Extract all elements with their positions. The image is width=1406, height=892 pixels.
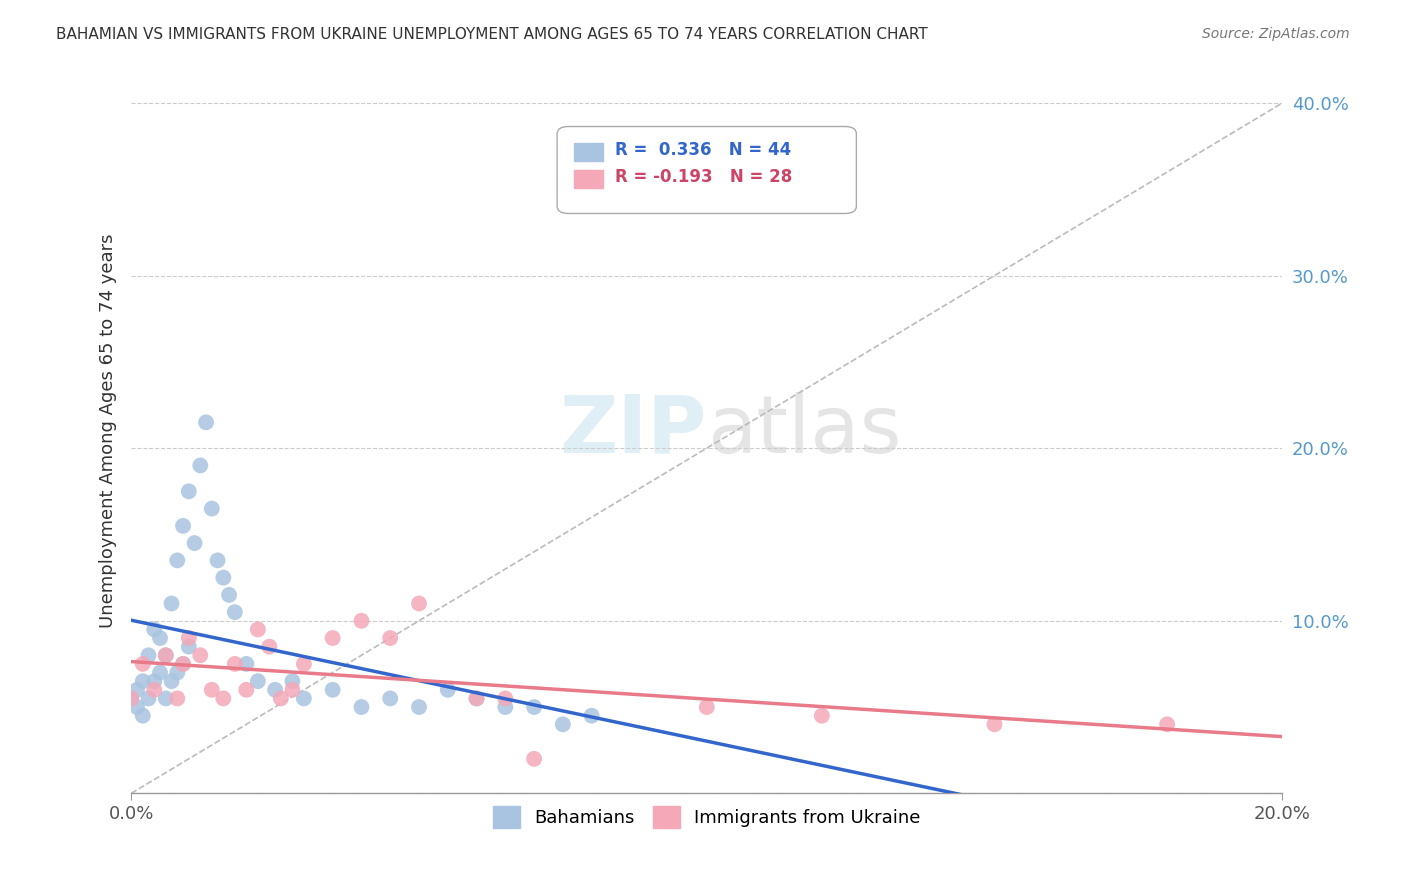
Point bbox=[246, 674, 269, 689]
Text: R = -0.193   N = 28: R = -0.193 N = 28 bbox=[614, 169, 792, 186]
Point bbox=[380, 631, 402, 645]
FancyBboxPatch shape bbox=[557, 127, 856, 213]
Point bbox=[494, 691, 516, 706]
Point bbox=[523, 752, 546, 766]
Text: ZIP: ZIP bbox=[560, 392, 707, 470]
Point bbox=[259, 640, 281, 654]
Point bbox=[201, 501, 224, 516]
Legend: Bahamians, Immigrants from Ukraine: Bahamians, Immigrants from Ukraine bbox=[485, 798, 928, 835]
Point bbox=[281, 682, 304, 697]
Bar bbox=[575, 170, 603, 188]
Point bbox=[523, 700, 546, 714]
Point bbox=[292, 691, 315, 706]
Point bbox=[166, 553, 188, 567]
Point bbox=[235, 657, 257, 671]
Point bbox=[138, 691, 160, 706]
Point bbox=[160, 674, 183, 689]
Point bbox=[212, 571, 235, 585]
Text: atlas: atlas bbox=[707, 392, 901, 470]
Point bbox=[160, 597, 183, 611]
Point bbox=[195, 415, 218, 429]
Point bbox=[155, 648, 177, 663]
Point bbox=[188, 648, 211, 663]
Point bbox=[132, 674, 155, 689]
Point bbox=[212, 691, 235, 706]
Point bbox=[322, 631, 344, 645]
Point bbox=[188, 458, 211, 473]
Point bbox=[1156, 717, 1178, 731]
Point bbox=[132, 708, 155, 723]
Text: R =  0.336   N = 44: R = 0.336 N = 44 bbox=[614, 141, 792, 159]
Point bbox=[264, 682, 287, 697]
Point bbox=[132, 657, 155, 671]
Point bbox=[149, 665, 172, 680]
Point bbox=[696, 700, 718, 714]
Point bbox=[983, 717, 1005, 731]
Point bbox=[143, 674, 166, 689]
Point bbox=[224, 605, 246, 619]
Point bbox=[143, 682, 166, 697]
Point bbox=[125, 700, 148, 714]
Text: Source: ZipAtlas.com: Source: ZipAtlas.com bbox=[1202, 27, 1350, 41]
Point bbox=[155, 691, 177, 706]
Point bbox=[138, 648, 160, 663]
Point bbox=[143, 623, 166, 637]
Point bbox=[281, 674, 304, 689]
Point bbox=[292, 657, 315, 671]
Point bbox=[224, 657, 246, 671]
Point bbox=[155, 648, 177, 663]
Point bbox=[172, 519, 194, 533]
Point bbox=[120, 691, 142, 706]
Point bbox=[125, 682, 148, 697]
Point bbox=[811, 708, 834, 723]
Text: BAHAMIAN VS IMMIGRANTS FROM UKRAINE UNEMPLOYMENT AMONG AGES 65 TO 74 YEARS CORRE: BAHAMIAN VS IMMIGRANTS FROM UKRAINE UNEM… bbox=[56, 27, 928, 42]
Point bbox=[172, 657, 194, 671]
Point bbox=[408, 700, 430, 714]
Point bbox=[246, 623, 269, 637]
Point bbox=[494, 700, 516, 714]
Point bbox=[380, 691, 402, 706]
Point bbox=[207, 553, 229, 567]
Point bbox=[270, 691, 292, 706]
Point bbox=[581, 708, 603, 723]
Point bbox=[120, 691, 142, 706]
Point bbox=[465, 691, 488, 706]
Point bbox=[177, 484, 200, 499]
Point bbox=[350, 614, 373, 628]
Point bbox=[177, 631, 200, 645]
Point bbox=[166, 665, 188, 680]
Point bbox=[177, 640, 200, 654]
Point bbox=[166, 691, 188, 706]
Point bbox=[465, 691, 488, 706]
Point bbox=[436, 682, 458, 697]
Point bbox=[149, 631, 172, 645]
Point bbox=[235, 682, 257, 697]
Point bbox=[322, 682, 344, 697]
Point bbox=[551, 717, 574, 731]
Bar bbox=[575, 144, 603, 161]
Point bbox=[183, 536, 205, 550]
Point bbox=[218, 588, 240, 602]
Point bbox=[408, 597, 430, 611]
Point bbox=[172, 657, 194, 671]
Point bbox=[201, 682, 224, 697]
Y-axis label: Unemployment Among Ages 65 to 74 years: Unemployment Among Ages 65 to 74 years bbox=[100, 234, 117, 628]
Point bbox=[350, 700, 373, 714]
